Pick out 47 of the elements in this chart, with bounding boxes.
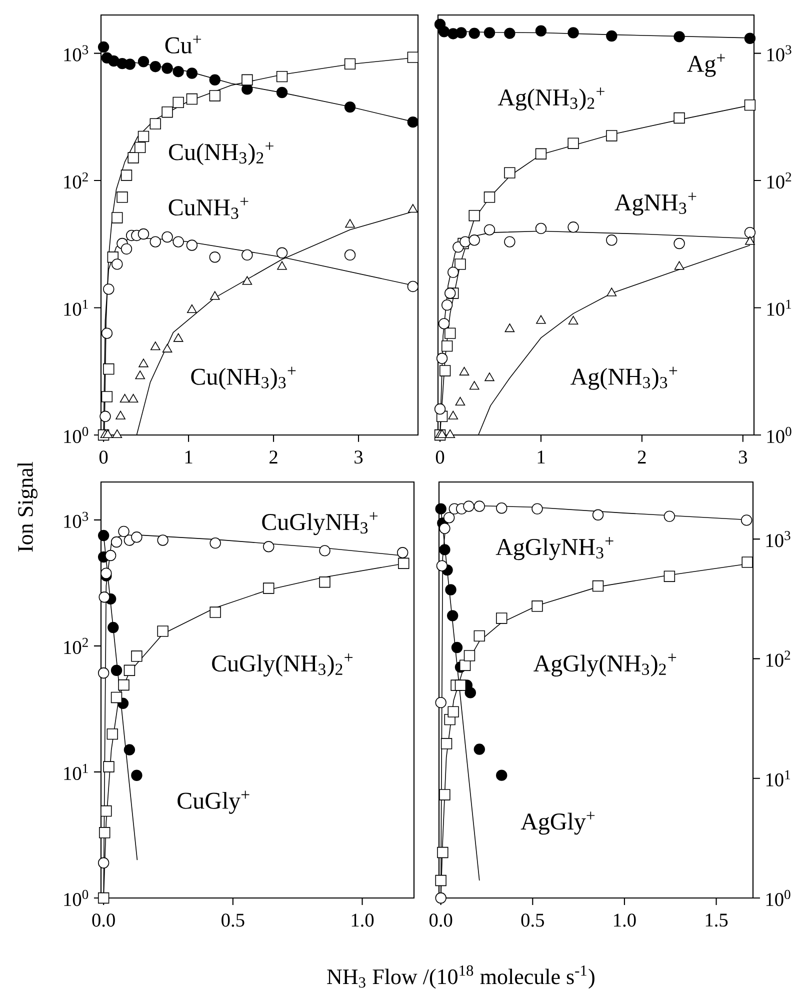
x-tick-label: 1 [185, 450, 192, 464]
y-tick-label: 10$^{0}$ [767, 426, 792, 444]
x-tick-label: 0 [99, 450, 108, 464]
y-axis-title: Ion Signal [17, 462, 38, 552]
series-label: Ag(NH$_{3}$)$_{2}$+ [498, 87, 604, 111]
x-tick-label: 3 [354, 450, 363, 464]
series-label: Cu$^{+}$ [165, 35, 202, 54]
y-tick-label: 10$^{1}$ [64, 764, 88, 780]
y-tick-label: 10$^{3}$ [64, 512, 88, 528]
y-tick-label: 10$^{2}$ [64, 172, 88, 189]
y-tick-label: 10$^{1}$ [766, 770, 790, 786]
y-tick-label: 10$^{2}$ [766, 650, 790, 667]
y-tick-label: 10$^{2}$ [64, 638, 88, 654]
x-tick-label: 2 [638, 450, 646, 464]
y-tick-label: 10$^{2}$ [767, 172, 792, 189]
y-tick-label: 10$^{3}$ [64, 45, 88, 62]
y-tick-label: 10$^{0}$ [64, 426, 88, 444]
x-tick-label: 0 [436, 450, 444, 464]
x-tick-label: 1.5 [706, 914, 728, 927]
x-tick-label: 2 [270, 450, 278, 464]
series-label: CuGly(NH$_{3}$)$_{2}$+ [212, 654, 353, 677]
series-label: AgGly(NH$_{3}$)$_{2}$+ [534, 654, 676, 677]
series-label: AgGlyNH$_{3}$+ [496, 537, 614, 560]
series-label: Cu(NH$_{3}$)$_{3}$+ [191, 366, 296, 390]
x-tick-label: 0.5 [521, 914, 544, 927]
y-tick-label: 10$^{3}$ [767, 45, 792, 62]
x-tick-label: 0.0 [92, 914, 115, 927]
series-label: CuGly$^{+}$ [178, 790, 250, 814]
y-tick-label: 10$^{0}$ [766, 890, 790, 906]
series-label: CuGlyNH$_{3}$+ [262, 512, 378, 536]
y-tick-label: 10$^{1}$ [767, 300, 791, 316]
series-label: AgNH$_{3}$+ [614, 192, 696, 216]
x-axis-title: NH$_{3}$ Flow /(10$^{18}$ molecule s$^{-1}$) [327, 965, 594, 989]
y-tick-label: 10$^{0}$ [64, 890, 88, 906]
series-label: Ag(NH$_{3}$)$_{3}$+ [570, 366, 678, 390]
legend-label: Ag$^{+}$ [687, 54, 725, 77]
x-tick-label: 3 [738, 450, 747, 464]
x-tick-label: 1.0 [614, 914, 636, 927]
series-label: CuNH$_{3}$+ [168, 197, 248, 219]
series-label: Cu(NH$_{3}$)$_{2}$+ [168, 142, 274, 166]
y-tick-label: 10$^{3}$ [766, 531, 790, 548]
y-tick-label: 10$^{1}$ [64, 300, 88, 316]
x-tick-label: 0.0 [429, 914, 452, 927]
x-tick-label: 1.0 [352, 914, 374, 927]
x-tick-label: 1 [538, 450, 545, 464]
series-label: AgGly$^{+}$ [520, 812, 595, 835]
x-tick-label: 0.5 [222, 914, 244, 927]
